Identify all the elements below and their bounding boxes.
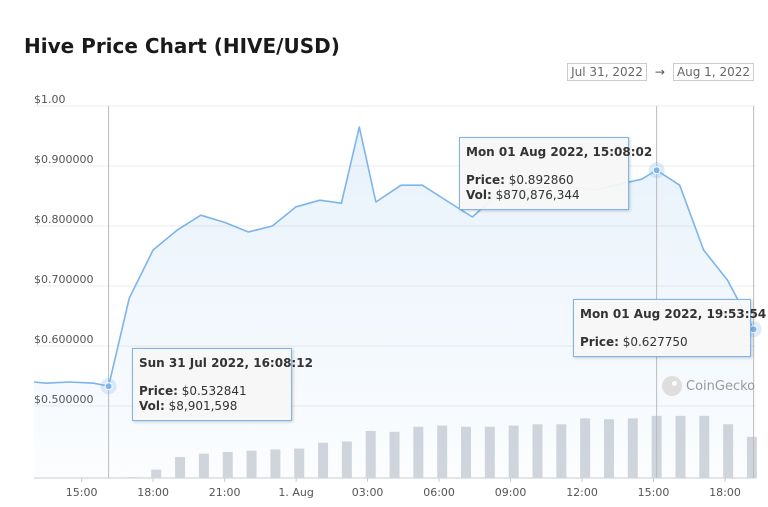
x-tick-label: 1. Aug (278, 486, 313, 499)
chart-title: Hive Price Chart (HIVE/USD) (24, 34, 340, 58)
price-series-line (33, 126, 755, 387)
date-range-from[interactable]: Jul 31, 2022 (567, 63, 647, 81)
watermark-text: CoinGecko (686, 378, 756, 394)
coingecko-watermark: CoinGecko (662, 376, 755, 396)
date-range-selector: Jul 31, 2022 → Aug 1, 2022 (567, 63, 754, 81)
tooltip-jul31: Sun 31 Jul 2022, 16:08:12 Price: $0.5328… (132, 348, 313, 421)
coingecko-logo-icon (662, 376, 682, 396)
x-tick-label: 03:00 (352, 486, 384, 499)
x-tick-label: 15:00 (638, 486, 670, 499)
y-tick-label: $0.600000 (34, 333, 94, 346)
y-tick-label: $0.700000 (34, 273, 94, 286)
x-tick-label: 18:00 (137, 486, 169, 499)
x-tick-label: 21:00 (209, 486, 241, 499)
hover-point (652, 166, 661, 175)
tooltip-vol-value: $8,901,598 (168, 399, 238, 413)
tooltip-vol-value: $870,876,344 (495, 188, 580, 202)
tooltip-price-value: $0.627750 (622, 335, 688, 349)
y-tick-label: $1.00 (34, 93, 66, 106)
hover-point (749, 325, 758, 334)
tooltip-date: Mon 01 Aug 2022, 19:53:54 (580, 307, 767, 321)
x-tick-label: 18:00 (709, 486, 741, 499)
tooltip-price-value: $0.532841 (181, 384, 247, 398)
y-tick-label: $0.500000 (34, 393, 94, 406)
x-tick-label: 15:00 (66, 486, 98, 499)
price-line (33, 126, 755, 387)
tooltip-price-label: Price: (466, 173, 505, 187)
tooltip-price-value: $0.892860 (508, 173, 574, 187)
y-tick-label: $0.800000 (34, 213, 94, 226)
tooltip-aug1-1953: Mon 01 Aug 2022, 19:53:54 Price: $0.6277… (573, 299, 767, 357)
x-tick-label: 09:00 (495, 486, 527, 499)
range-arrow: → (654, 65, 665, 79)
axis-labels: $0.500000 $0.600000 $0.700000 $0.800000 $0.9… (34, 93, 741, 499)
hover-point (104, 382, 113, 391)
x-tick-label: 06:00 (423, 486, 455, 499)
x-tick-label: 12:00 (566, 486, 598, 499)
date-range-to[interactable]: Aug 1, 2022 (672, 63, 754, 81)
tooltip-vol-label: Vol: (466, 188, 492, 202)
tooltip-aug1-1508: Mon 01 Aug 2022, 15:08:02 Price: $0.8928… (459, 137, 653, 210)
tooltip-price-label: Price: (580, 335, 619, 349)
tooltip-date: Sun 31 Jul 2022, 16:08:12 (139, 356, 313, 370)
tooltip-date: Mon 01 Aug 2022, 15:08:02 (466, 145, 653, 159)
y-tick-label: $0.900000 (34, 153, 94, 166)
tooltip-vol-label: Vol: (139, 399, 165, 413)
tooltip-price-label: Price: (139, 384, 178, 398)
